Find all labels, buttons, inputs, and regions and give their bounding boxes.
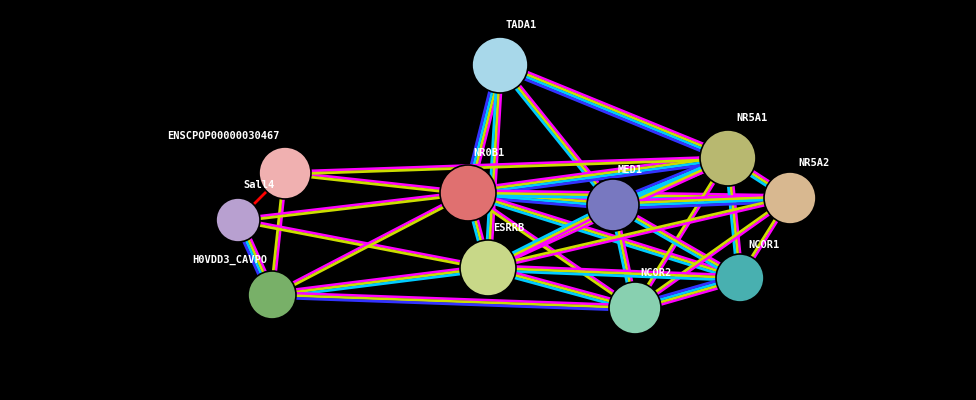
Circle shape	[472, 37, 528, 93]
Circle shape	[609, 282, 661, 334]
Circle shape	[700, 130, 756, 186]
Circle shape	[440, 165, 496, 221]
Circle shape	[259, 147, 311, 199]
Text: ESRRB: ESRRB	[493, 223, 524, 233]
Text: NR5A2: NR5A2	[798, 158, 830, 168]
Text: ENSCPOP00000030467: ENSCPOP00000030467	[168, 131, 280, 141]
Text: TADA1: TADA1	[505, 20, 536, 30]
Circle shape	[460, 240, 516, 296]
Text: H0VDD3_CAVPO: H0VDD3_CAVPO	[192, 255, 267, 265]
Circle shape	[216, 198, 260, 242]
Circle shape	[248, 271, 296, 319]
Text: NR0B1: NR0B1	[473, 148, 505, 158]
Text: NCOR2: NCOR2	[640, 268, 671, 278]
Text: MED1: MED1	[618, 165, 643, 175]
Text: NR5A1: NR5A1	[736, 113, 767, 123]
Text: NCOR1: NCOR1	[748, 240, 779, 250]
Circle shape	[587, 179, 639, 231]
Circle shape	[716, 254, 764, 302]
Circle shape	[764, 172, 816, 224]
Text: Sall4: Sall4	[243, 180, 274, 190]
